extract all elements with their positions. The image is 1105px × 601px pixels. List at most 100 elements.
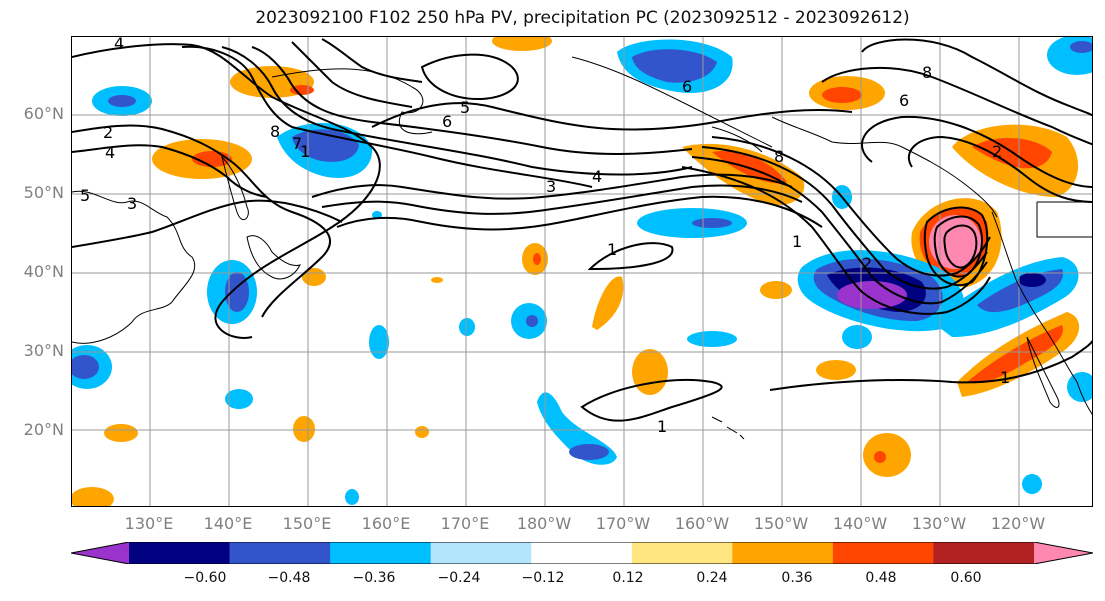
- precip-anomaly: [345, 489, 359, 505]
- graticule: [72, 37, 1092, 506]
- pv-contour: [587, 242, 674, 271]
- lat-label-60n: 60°N: [23, 104, 64, 123]
- contour-label: 3: [546, 177, 556, 196]
- lon-label-120w: 120°W: [990, 514, 1046, 533]
- chart-title: 2023092100 F102 250 hPa PV, precipitatio…: [255, 8, 910, 28]
- colorbar-segment: [531, 542, 633, 564]
- precip-anomaly: [533, 253, 541, 265]
- precip-anomaly: [822, 87, 862, 103]
- colorbar-segments: [71, 542, 1093, 564]
- precip-anomaly: [569, 444, 609, 460]
- precip-anomaly: [72, 355, 99, 379]
- contour-label: 5: [460, 98, 470, 117]
- pv-contour: [420, 53, 519, 101]
- colorbar-tick-label: −0.48: [267, 570, 311, 586]
- colorbar-tick-label: −0.36: [352, 570, 396, 586]
- pv-contour: [907, 135, 1092, 203]
- precip-anomaly: [967, 325, 1063, 384]
- colorbar-tick-label: 0.12: [612, 570, 644, 586]
- lon-label-160w: 160°W: [674, 514, 730, 533]
- precip-negative-shading: [72, 37, 1092, 505]
- contour-labels: 4 2 4 5 3 7 8 5 6 3 4 1 1 1 1 2 8 6 8 6 …: [80, 37, 1010, 436]
- contour-label: 6: [442, 112, 452, 131]
- colorbar-tick-label: −0.12: [521, 570, 565, 586]
- map-canvas: 4 2 4 5 3 7 8 5 6 3 4 1 1 1 1 2 8 6 8 6 …: [72, 37, 1092, 506]
- precip-anomaly: [816, 360, 856, 380]
- contour-label: 7: [292, 134, 302, 153]
- pv-contour: [72, 144, 268, 198]
- pv-contour: [923, 206, 989, 287]
- colorbar-tick-label: 0.24: [696, 570, 728, 586]
- colorbar-segment: [732, 542, 834, 564]
- contour-label: 8: [922, 63, 932, 82]
- precip-anomaly: [104, 424, 138, 442]
- coastline-hawaii: [711, 416, 745, 440]
- pv-contour: [72, 43, 381, 339]
- precip-anomaly: [837, 281, 907, 309]
- precip-anomaly: [369, 325, 389, 359]
- coastline-asia: [72, 190, 195, 344]
- precip-anomaly: [431, 277, 443, 283]
- pv-contour: [933, 215, 983, 278]
- precip-anomaly: [632, 49, 717, 83]
- lat-label-30n: 30°N: [23, 341, 64, 360]
- precip-anomaly: [72, 487, 114, 506]
- precip-anomaly: [1070, 41, 1092, 53]
- contour-label: 2: [992, 142, 1002, 161]
- lon-label-160e: 160°E: [361, 514, 411, 533]
- colorbar: [71, 542, 1093, 564]
- colorbar-tick-label: 0.48: [865, 570, 897, 586]
- coastline-alaska: [571, 56, 998, 218]
- colorbar-extend-low: [71, 542, 129, 564]
- map-panel: 4 2 4 5 3 7 8 5 6 3 4 1 1 1 1 2 8 6 8 6 …: [71, 36, 1093, 507]
- precip-anomaly: [929, 215, 981, 269]
- pv-contours: [72, 38, 1092, 422]
- lon-label-170e: 170°E: [440, 514, 490, 533]
- coastline-japan: [246, 235, 301, 280]
- lon-label-170w: 170°W: [595, 514, 651, 533]
- pv-contour: [181, 45, 593, 188]
- colorbar-segment: [229, 542, 331, 564]
- precip-anomaly: [526, 315, 538, 327]
- pv-contour: [691, 156, 988, 305]
- pv-contour: [221, 46, 693, 176]
- precip-anomaly: [842, 325, 872, 349]
- contour-label: 6: [899, 91, 909, 110]
- contour-label: 1: [607, 240, 617, 259]
- precip-anomaly: [108, 95, 136, 107]
- contour-label: 8: [270, 122, 280, 141]
- pv-contour: [251, 46, 693, 155]
- lat-label-20n: 20°N: [23, 420, 64, 439]
- lon-label-150w: 150°W: [753, 514, 809, 533]
- coastline-kamchatka: [221, 155, 249, 221]
- precip-anomaly: [760, 281, 792, 299]
- pv-contour: [821, 67, 1092, 146]
- precip-anomaly: [687, 331, 737, 347]
- border: [1036, 201, 1092, 238]
- contour-label: 1: [792, 232, 802, 251]
- contour-label: 8: [774, 147, 784, 166]
- colorbar-segment: [430, 542, 532, 564]
- pv-contour: [580, 379, 723, 422]
- pv-contour: [681, 166, 991, 315]
- contour-label: 2: [103, 123, 113, 142]
- precip-anomaly: [1022, 474, 1042, 494]
- colorbar-segment: [631, 542, 733, 564]
- lat-label-50n: 50°N: [23, 183, 64, 202]
- precip-anomaly: [225, 389, 253, 409]
- precip-anomaly: [632, 349, 668, 395]
- pv-contour: [336, 195, 823, 231]
- colorbar-segment: [832, 542, 934, 564]
- colorbar-tick-label: −0.60: [183, 570, 227, 586]
- colorbar-segment: [330, 542, 432, 564]
- colorbar-tick-label: 0.36: [781, 570, 813, 586]
- precip-anomaly: [863, 433, 911, 477]
- precip-anomaly: [874, 451, 886, 463]
- contour-label: 3: [127, 194, 137, 213]
- pv-contour: [711, 136, 991, 277]
- lon-label-180w: 180°W: [516, 514, 572, 533]
- lon-label-150e: 150°E: [282, 514, 332, 533]
- contour-label: 1: [657, 417, 667, 436]
- colorbar-segment: [129, 542, 231, 564]
- pv-contour: [72, 124, 332, 318]
